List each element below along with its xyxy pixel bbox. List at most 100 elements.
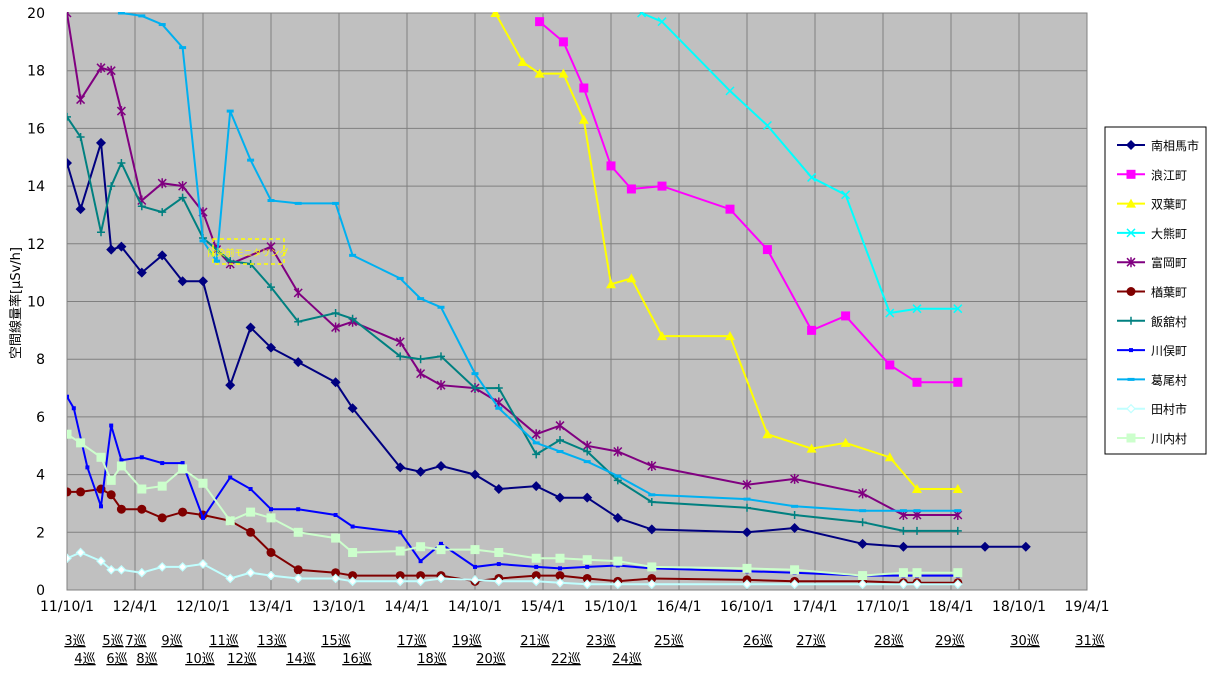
data-point (294, 201, 302, 205)
data-point (158, 23, 166, 27)
data-point (116, 106, 126, 117)
data-point (742, 563, 752, 573)
data-point (398, 530, 403, 535)
data-point (493, 576, 504, 587)
data-point (294, 317, 303, 326)
data-point (225, 573, 236, 584)
data-point (582, 555, 592, 565)
data-point (117, 12, 125, 15)
data-point (350, 524, 355, 529)
legend-label: 田村市 (1151, 402, 1187, 417)
y-tick-label: 12 (27, 237, 45, 253)
data-point (266, 513, 276, 523)
data-point (790, 510, 799, 519)
data-point (582, 579, 593, 590)
round-label: 9巡 (161, 634, 182, 649)
data-point (116, 461, 126, 471)
data-point (437, 352, 445, 361)
data-point (1127, 316, 1135, 325)
data-point (807, 325, 817, 335)
data-point (106, 65, 116, 76)
x-tick-label: 12/4/1 (112, 599, 157, 615)
x-tick-label: 11/10/1 (40, 599, 94, 615)
data-point (157, 250, 168, 261)
data-point (790, 473, 800, 484)
data-point (246, 507, 256, 517)
series-川内村 (67, 429, 963, 581)
data-point (331, 309, 340, 318)
data-point (953, 304, 963, 314)
data-point (157, 178, 167, 189)
data-point (558, 37, 568, 47)
data-point (657, 331, 667, 341)
y-tick-label: 0 (36, 583, 45, 599)
legend-label: 楢葉町 (1151, 285, 1187, 300)
data-point (330, 573, 341, 584)
data-point (269, 507, 273, 512)
data-point (531, 429, 541, 440)
data-point (293, 573, 304, 584)
data-point (395, 462, 406, 473)
data-point (493, 484, 504, 495)
annotation: 除染前モニタリング (207, 238, 289, 265)
data-point (657, 181, 667, 191)
data-point (247, 158, 255, 162)
x-tick-label: 17/4/1 (792, 599, 837, 615)
data-point (857, 579, 868, 590)
data-point (606, 279, 616, 289)
legend-item: 南相馬市 (1117, 138, 1199, 153)
data-point (912, 377, 922, 387)
legend-item: 川内村 (1117, 432, 1187, 446)
round-label: 4巡 (74, 652, 95, 667)
data-point (885, 360, 895, 370)
data-point (416, 571, 426, 581)
data-point (348, 314, 357, 323)
data-point (494, 547, 504, 557)
round-label: 13巡 (257, 634, 287, 649)
data-point (789, 522, 800, 533)
data-point (119, 458, 124, 463)
data-point (117, 159, 126, 168)
legend-item: 浪江町 (1117, 167, 1187, 182)
data-point (582, 492, 593, 503)
data-point (806, 443, 817, 453)
data-point (789, 579, 800, 590)
data-point (395, 571, 405, 581)
data-point (470, 545, 480, 555)
data-point (332, 201, 340, 205)
data-point (647, 562, 657, 572)
data-point (743, 503, 751, 512)
data-point (96, 452, 106, 462)
data-point (857, 538, 868, 549)
data-point (534, 564, 539, 569)
data-point (85, 465, 90, 470)
data-point (470, 575, 480, 585)
data-point (790, 565, 800, 575)
data-point (160, 461, 165, 466)
round-label: 16巡 (342, 652, 372, 667)
y-tick-label: 10 (27, 295, 45, 311)
data-point (612, 579, 623, 590)
data-point (913, 509, 921, 513)
data-point (67, 487, 72, 497)
round-label: 5巡 (102, 634, 123, 649)
data-point (137, 504, 147, 514)
data-point (436, 545, 446, 555)
data-point (912, 579, 922, 590)
data-point (1126, 287, 1136, 296)
data-point (245, 567, 256, 578)
data-point (725, 331, 735, 341)
data-point (532, 441, 540, 445)
data-point (585, 564, 590, 569)
series-飯舘村 (67, 112, 962, 535)
data-point (226, 109, 234, 113)
data-point (742, 527, 752, 538)
data-point (436, 380, 446, 391)
data-point (396, 352, 405, 361)
legend-item: 川俣町 (1117, 344, 1187, 358)
data-point (613, 476, 622, 485)
data-point (647, 498, 656, 507)
x-tick-label: 19/4/1 (1064, 599, 1109, 615)
data-point (535, 17, 545, 27)
